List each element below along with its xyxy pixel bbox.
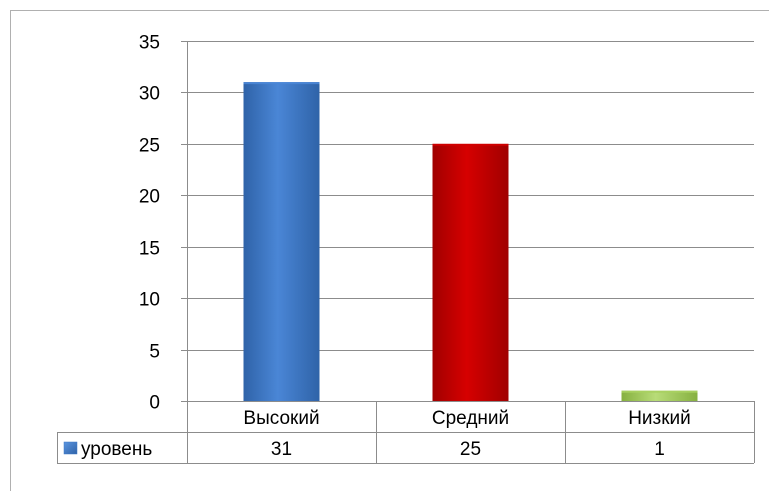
bar-3 <box>621 390 698 401</box>
y-tick-label: 0 <box>149 393 160 414</box>
data-table-value: 31 <box>271 439 292 460</box>
y-tick-label: 10 <box>139 290 160 311</box>
bar-1 <box>243 82 320 402</box>
bars <box>243 82 698 402</box>
y-tick-label: 30 <box>139 84 160 105</box>
y-tick-label: 20 <box>139 187 160 208</box>
bar-cap-3 <box>621 390 698 393</box>
bar-2 <box>432 143 509 401</box>
data-table-value: 25 <box>460 439 481 460</box>
y-axis-ticks: 0 5 10 15 20 25 30 35 <box>139 33 187 414</box>
bar-cap-1 <box>243 82 320 85</box>
bar-cap-2 <box>432 143 509 146</box>
x-category-label: Низкий <box>628 408 691 429</box>
data-table: Высокий 31 Средний 25 Низкий 1 уровень <box>57 401 755 464</box>
y-tick-label: 15 <box>139 239 160 260</box>
y-tick-label: 5 <box>149 342 160 363</box>
legend-series-label: уровень <box>81 439 152 460</box>
y-tick-label: 35 <box>139 33 160 54</box>
y-tick-label: 25 <box>139 136 160 157</box>
x-category-label: Средний <box>432 408 509 429</box>
legend-key-icon <box>63 441 78 455</box>
data-table-value: 1 <box>654 439 665 460</box>
x-category-label: Высокий <box>243 408 319 429</box>
